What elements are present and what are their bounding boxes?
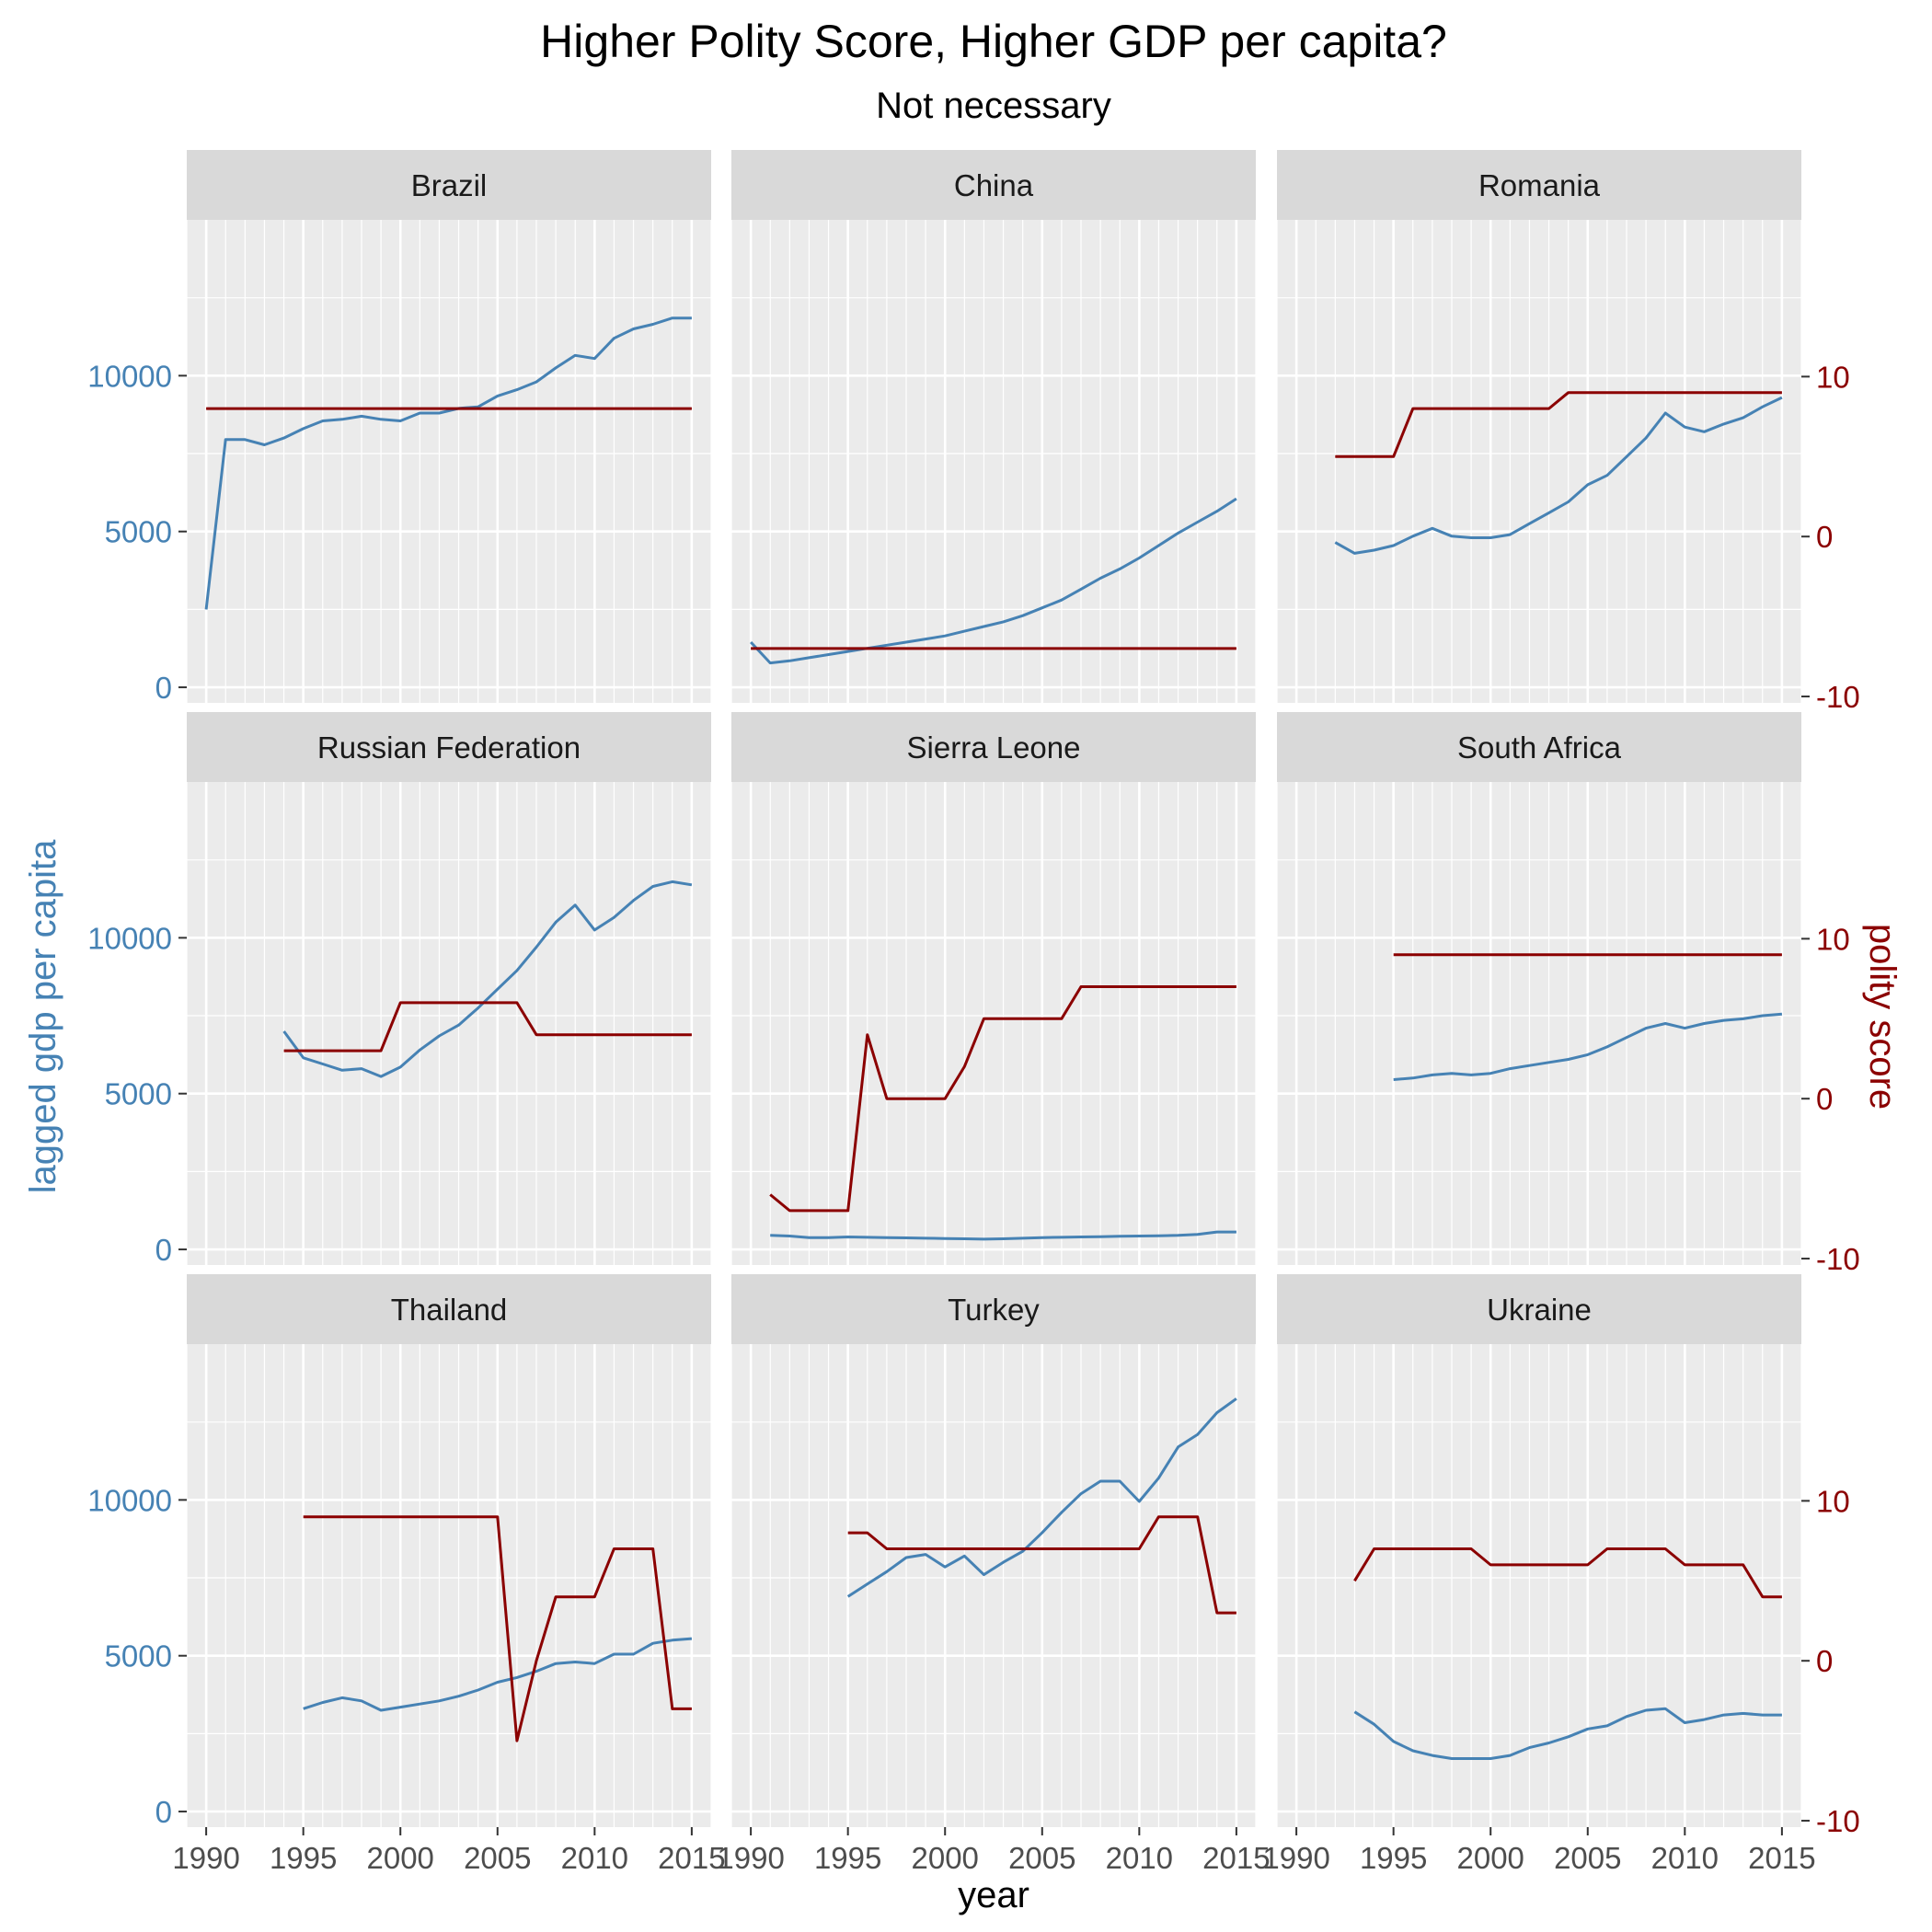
x-tick-label: 1990	[172, 1841, 239, 1875]
y-left-tick-label: 5000	[105, 1077, 172, 1111]
series-line-polity	[303, 1515, 692, 1742]
x-tick-label: 1995	[1360, 1841, 1427, 1875]
facet-panel: Turkey 1990 1995 2000 2005 2010 2015	[717, 1274, 1271, 1875]
x-tick-label: 1995	[270, 1841, 337, 1875]
y-left-tick-label: 10000	[87, 921, 172, 955]
series-line-gdp	[1393, 1012, 1783, 1081]
y-left-tick-label: 0	[155, 671, 172, 705]
strip-background	[187, 712, 711, 782]
strip-label: Sierra Leone	[907, 730, 1081, 765]
series-line-gdp	[303, 1637, 693, 1712]
strip-label: China	[954, 168, 1034, 202]
x-tick-label: 2000	[912, 1841, 979, 1875]
y-right-tick-label: -10	[1816, 1242, 1860, 1276]
x-tick-label: 2015	[658, 1841, 725, 1875]
panel-background	[731, 1344, 1256, 1827]
x-tick-label: 2010	[1651, 1841, 1719, 1875]
chart-title: Higher Polity Score, Higher GDP per capi…	[540, 16, 1447, 67]
chart-subtitle: Not necessary	[876, 86, 1111, 126]
series-line-polity	[1335, 391, 1782, 458]
strip-label: Brazil	[411, 168, 488, 202]
facet-panel: China	[730, 150, 1257, 703]
y-axis-right-title: polity score	[1862, 924, 1903, 1110]
series-line-gdp	[282, 880, 693, 1078]
y-axis-left-title: lagged gdp per capita	[23, 839, 63, 1194]
y-left-tick-label: 10000	[87, 359, 172, 393]
panel-background	[1277, 1344, 1801, 1827]
series-line-polity	[769, 985, 1236, 1213]
x-tick-label: 1990	[717, 1841, 784, 1875]
series-line-gdp	[1353, 1707, 1782, 1760]
series-line-polity	[847, 1515, 1236, 1615]
strip-background	[1277, 150, 1801, 220]
strip-background	[731, 712, 1256, 782]
x-tick-label: 2000	[367, 1841, 434, 1875]
panel-background	[187, 782, 711, 1265]
facet-panel: Romania -10 0 10	[1276, 150, 1860, 714]
panel-background	[187, 220, 711, 703]
y-right-tick-label: 0	[1816, 1082, 1833, 1116]
x-tick-label: 2010	[1106, 1841, 1173, 1875]
series-line-gdp	[204, 316, 692, 610]
series-line-gdp	[770, 1230, 1236, 1241]
panel-background	[1277, 782, 1801, 1265]
x-tick-label: 2015	[1202, 1841, 1270, 1875]
y-left-tick-label: 0	[155, 1795, 172, 1829]
y-right-tick-label: 10	[1816, 922, 1850, 956]
y-left-tick-label: 0	[155, 1233, 172, 1267]
facet-panel: Russian Federation 0 5000 10000	[87, 712, 712, 1267]
series-line-gdp	[1334, 396, 1783, 555]
strip-background	[187, 1274, 711, 1344]
y-right-tick-label: 10	[1816, 360, 1850, 394]
y-left-tick-label: 10000	[87, 1483, 172, 1517]
panel-background	[187, 1344, 711, 1827]
series-line-gdp	[846, 1397, 1237, 1598]
facet-panel: Thailand 0 5000 10000 1990 1995 2000 2005 2010 20…	[87, 1274, 726, 1875]
strip-background	[731, 150, 1256, 220]
strip-label: South Africa	[1457, 730, 1622, 765]
panel-background	[731, 220, 1256, 703]
x-tick-label: 1995	[814, 1841, 881, 1875]
x-tick-label: 1990	[1262, 1841, 1329, 1875]
panel-background	[731, 782, 1256, 1265]
strip-background	[187, 150, 711, 220]
strip-background	[731, 1274, 1256, 1344]
panel-background	[1277, 220, 1801, 703]
y-right-tick-label: -10	[1816, 1804, 1860, 1838]
y-right-tick-label: 0	[1816, 1644, 1833, 1678]
x-tick-label: 2010	[561, 1841, 628, 1875]
y-right-tick-label: 0	[1816, 520, 1833, 554]
y-left-tick-label: 5000	[105, 1639, 172, 1673]
x-tick-label: 2015	[1748, 1841, 1815, 1875]
facet-panel: Sierra Leone	[730, 712, 1257, 1265]
facet-panel: Brazil 0 5000 10000	[87, 150, 712, 705]
strip-label: Russian Federation	[317, 730, 581, 765]
x-tick-label: 2005	[1554, 1841, 1621, 1875]
strip-label: Romania	[1478, 168, 1601, 202]
x-axis-title: year	[958, 1875, 1029, 1915]
y-right-tick-label: 10	[1816, 1484, 1850, 1518]
facet-panel: South Africa -10 0 10	[1276, 712, 1860, 1276]
y-right-tick-label: -10	[1816, 680, 1860, 714]
x-tick-label: 2005	[464, 1841, 531, 1875]
x-tick-label: 2000	[1457, 1841, 1524, 1875]
strip-label: Thailand	[391, 1293, 508, 1327]
series-line-gdp	[750, 497, 1237, 665]
strip-label: Turkey	[948, 1293, 1040, 1327]
x-tick-label: 2005	[1008, 1841, 1075, 1875]
strip-background	[1277, 712, 1801, 782]
strip-label: Ukraine	[1487, 1293, 1592, 1327]
series-line-polity	[1353, 1547, 1782, 1599]
y-left-tick-label: 5000	[105, 515, 172, 549]
series-line-polity	[283, 1001, 692, 1052]
strip-background	[1277, 1274, 1801, 1344]
facet-panel: Ukraine -10 0 10 1990 1995 2000 2005 2010 2015	[1262, 1274, 1860, 1875]
